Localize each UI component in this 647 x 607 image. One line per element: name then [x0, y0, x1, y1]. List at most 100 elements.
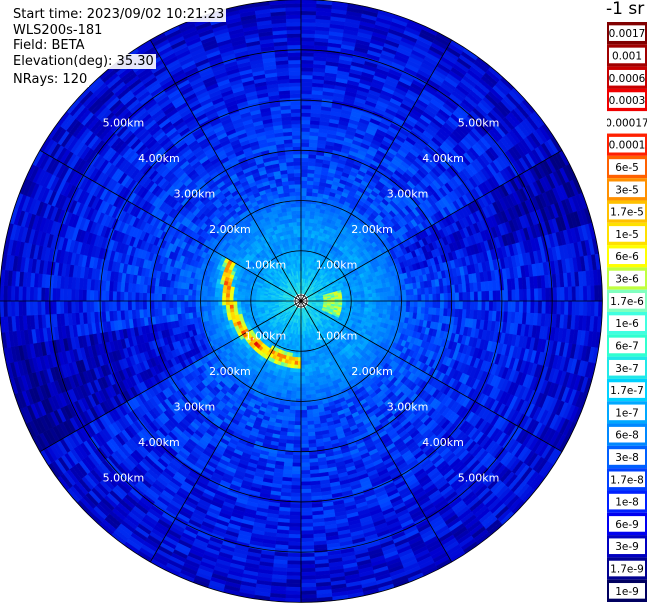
- data-cell: [368, 293, 373, 298]
- data-cell: [507, 300, 513, 313]
- data-cell: [357, 297, 362, 302]
- data-cell: [420, 287, 426, 295]
- data-cell: [376, 300, 381, 306]
- data-cell: [401, 289, 407, 296]
- data-cell: [305, 206, 312, 212]
- data-cell: [300, 127, 311, 132]
- data-cell: [485, 290, 490, 302]
- data-cell: [292, 375, 298, 381]
- data-cell: [413, 294, 418, 302]
- data-cell: [300, 481, 311, 486]
- data-cell: [294, 424, 302, 430]
- data-cell: [300, 22, 316, 27]
- data-cell: [307, 176, 315, 182]
- data-cell: [300, 168, 309, 174]
- data-cell: [376, 296, 381, 302]
- data-cell: [294, 421, 302, 426]
- data-cell: [289, 515, 302, 520]
- data-cell: [416, 288, 422, 296]
- data-cell: [300, 488, 312, 494]
- data-cell: [288, 537, 302, 543]
- data-cell: [289, 511, 302, 516]
- data-cell: [300, 541, 315, 547]
- data-cell: [455, 300, 460, 310]
- data-cell: [349, 298, 354, 302]
- data-cell: [305, 398, 312, 403]
- data-cell: [575, 300, 580, 316]
- data-cell: [300, 564, 316, 569]
- data-cell: [289, 507, 302, 513]
- data-cell: [300, 398, 307, 403]
- data-cell: [295, 394, 302, 400]
- data-cell: [360, 290, 365, 295]
- data-cell: [477, 300, 483, 311]
- data-cell: [300, 93, 313, 99]
- data-cell: [290, 485, 302, 490]
- data-cell: [439, 300, 445, 309]
- data-cell: [300, 387, 306, 392]
- data-cell: [300, 552, 315, 558]
- data-cell: [560, 300, 565, 316]
- data-cell: [300, 594, 317, 599]
- data-cell: [549, 300, 554, 315]
- data-cell: [300, 492, 312, 498]
- data-cell: [300, 571, 316, 577]
- data-cell: [300, 432, 309, 437]
- data-cell: [307, 420, 315, 426]
- data-cell: [290, 496, 302, 501]
- data-cell: [303, 360, 308, 366]
- data-cell: [300, 466, 311, 471]
- data-cell: [300, 206, 307, 211]
- data-cell: [402, 295, 407, 302]
- data-cell: [300, 86, 313, 91]
- data-cell: [300, 590, 317, 596]
- data-cell: [300, 556, 315, 562]
- data-cell: [530, 300, 535, 314]
- data-cell: [305, 383, 311, 388]
- data-cell: [300, 153, 309, 159]
- data-cell: [300, 101, 312, 106]
- data-cell: [372, 300, 377, 306]
- data-cell: [405, 306, 411, 313]
- data-cell: [285, 590, 302, 596]
- data-cell: [300, 63, 314, 68]
- data-cell: [300, 217, 306, 223]
- data-cell: [289, 519, 302, 524]
- data-cell: [394, 295, 400, 302]
- data-cell: [357, 300, 362, 305]
- data-cell: [391, 300, 396, 307]
- data-cell: [462, 292, 467, 302]
- data-cell: [496, 300, 501, 312]
- data-cell: [306, 180, 314, 186]
- data-cell: [300, 108, 312, 114]
- data-cell: [549, 287, 554, 302]
- data-cell: [353, 294, 358, 299]
- data-cell: [300, 526, 314, 532]
- data-cell: [522, 288, 528, 302]
- data-cell: [305, 390, 312, 396]
- data-cell: [300, 150, 310, 155]
- data-cell: [300, 240, 305, 245]
- data-cell: [300, 70, 314, 76]
- data-cell: [300, 210, 306, 215]
- data-cell: [296, 372, 302, 377]
- data-cell: [300, 519, 313, 524]
- data-cell: [293, 439, 302, 445]
- data-cell: [289, 401, 296, 407]
- data-cell: [398, 305, 403, 312]
- data-cell: [307, 360, 312, 365]
- data-cell: [432, 293, 437, 302]
- data-cell: [421, 294, 426, 302]
- data-cell: [522, 300, 528, 314]
- data-cell: [300, 394, 307, 400]
- data-cell: [300, 402, 307, 407]
- data-cell: [564, 300, 569, 316]
- data-cell: [290, 398, 297, 403]
- data-cell: [304, 364, 309, 369]
- data-cell: [305, 386, 311, 392]
- data-cell: [304, 375, 310, 381]
- data-cell: [285, 594, 302, 599]
- data-cell: [409, 288, 415, 296]
- data-cell: [300, 123, 311, 129]
- data-cell: [379, 300, 385, 306]
